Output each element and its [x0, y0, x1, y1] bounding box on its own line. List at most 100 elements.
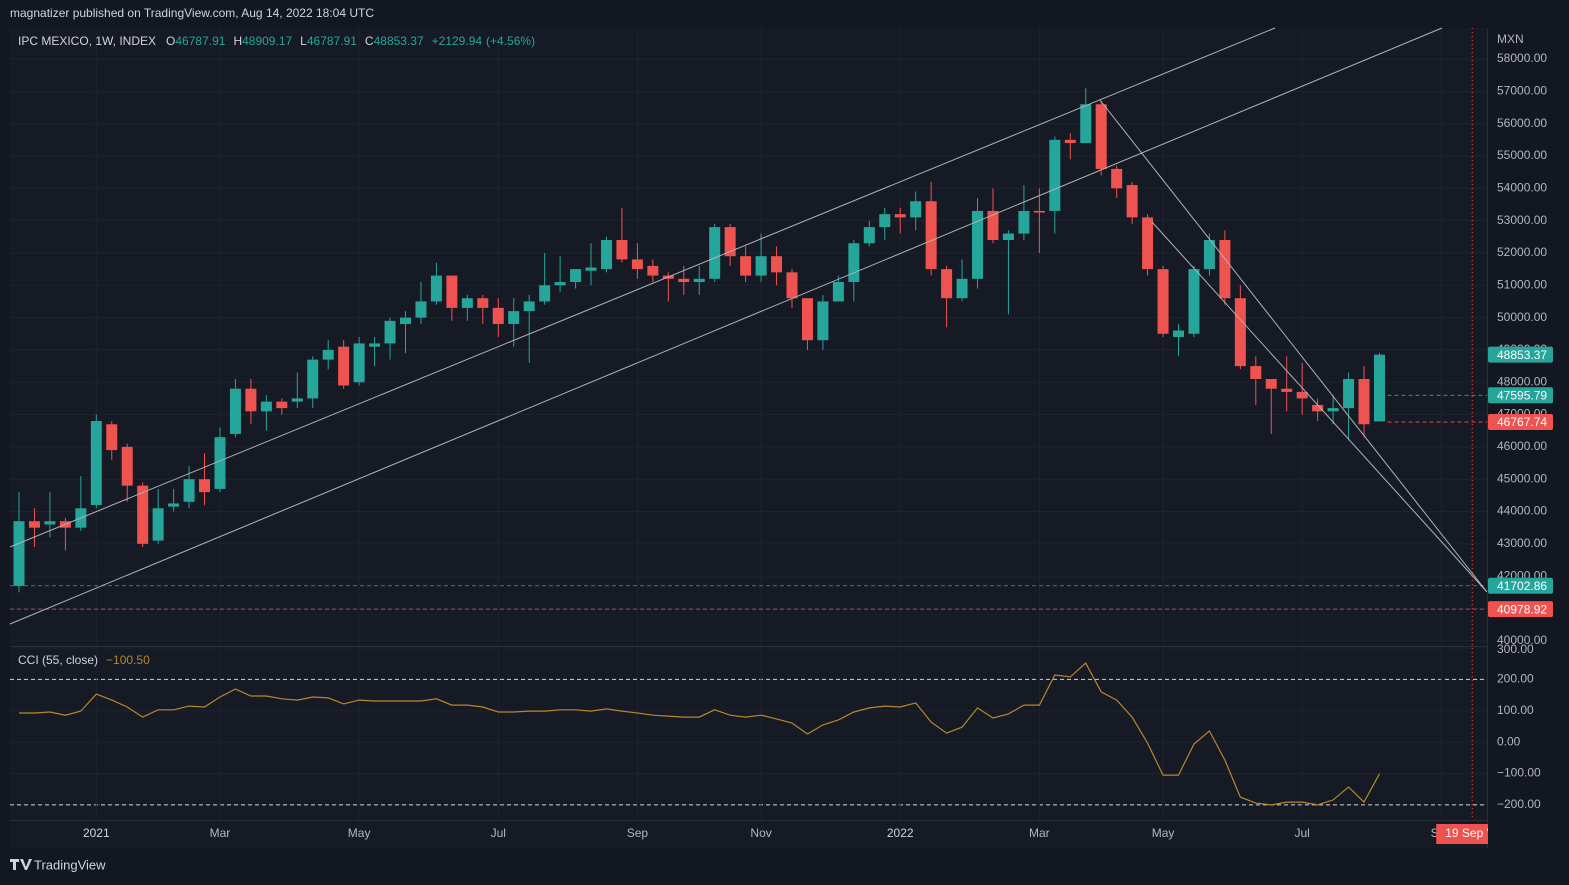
legend-value: 46787.91 — [175, 34, 225, 48]
candle-body — [1002, 233, 1014, 241]
y-tick-label: 40000.00 — [1497, 633, 1547, 647]
candle-body — [400, 317, 411, 325]
y-tick-label: −200.00 — [1497, 797, 1541, 811]
candle-body — [585, 267, 597, 271]
candle-body — [1327, 408, 1339, 412]
candle-body — [1142, 217, 1154, 270]
y-tick-label: 54000.00 — [1497, 180, 1547, 194]
candle-body — [709, 227, 721, 279]
candle-body — [910, 201, 922, 218]
candle-body — [90, 421, 102, 506]
candle-body — [1358, 379, 1370, 425]
candle-body — [956, 278, 968, 299]
legend-value: 46787.91 — [307, 34, 357, 48]
candle-body — [1173, 330, 1184, 337]
cci-line — [19, 662, 1381, 806]
legend-key: H — [233, 34, 242, 48]
candle-body — [863, 227, 875, 244]
candle-body — [229, 388, 241, 434]
x-tick-label: Sep — [627, 826, 649, 840]
candle-body — [941, 269, 953, 299]
legend-key: C — [365, 34, 374, 48]
candle-body — [832, 282, 844, 302]
price-badge — [1488, 601, 1553, 618]
trend-line — [1099, 99, 1488, 593]
legend: IPC MEXICO, 1W, INDEX O46787.91 H48909.17 L… — [18, 34, 535, 48]
candle-body — [693, 278, 705, 283]
candle-body — [1080, 104, 1092, 144]
y-tick-label: 43000.00 — [1497, 536, 1547, 550]
candle-body — [879, 214, 891, 228]
candle-body — [121, 446, 133, 486]
candle-body — [199, 479, 211, 493]
candle-body — [1312, 404, 1324, 412]
x-tick-label: Mar — [1029, 826, 1050, 840]
candle-body — [1049, 139, 1061, 211]
candle-body — [28, 521, 40, 528]
legend-value: 48853.37 — [374, 34, 424, 48]
candle-body — [13, 521, 25, 586]
candle-body — [322, 349, 334, 360]
candle-body — [600, 240, 612, 270]
currency: MXN — [1497, 32, 1524, 46]
candle-body — [1064, 139, 1076, 144]
candle-body — [44, 521, 56, 525]
candle-body — [1373, 354, 1385, 422]
candle-body — [1203, 240, 1215, 270]
candle-body — [508, 311, 520, 325]
candle-body — [214, 437, 226, 489]
candle-body — [492, 307, 504, 325]
price-badge-label: 41702.86 — [1497, 579, 1547, 593]
candle-body — [276, 401, 288, 409]
change: +2129.94 — [432, 34, 483, 48]
candle-body — [740, 256, 752, 276]
x-tick-label: 2022 — [887, 826, 914, 840]
candle-body — [461, 298, 473, 308]
candle-body — [353, 343, 365, 383]
candle-body — [260, 401, 272, 412]
y-tick-label: 57000.00 — [1497, 84, 1547, 98]
cci-title: CCI (55, close) — [18, 653, 98, 667]
candle-body — [1018, 210, 1030, 234]
y-tick-label: 200.00 — [1497, 672, 1534, 686]
cci-value: −100.50 — [106, 653, 150, 667]
candle-body — [369, 343, 381, 347]
candle-body — [338, 346, 350, 386]
price-badge — [1488, 414, 1553, 431]
candle-body — [724, 227, 736, 257]
candle-body — [384, 320, 396, 344]
legend-key: O — [166, 34, 175, 48]
trend-line — [9, 27, 1276, 548]
y-tick-label: 44000.00 — [1497, 504, 1547, 518]
candle-body — [1033, 210, 1045, 213]
candle-body — [647, 265, 659, 276]
y-tick-label: 50000.00 — [1497, 310, 1547, 324]
candle-body — [137, 485, 149, 544]
candle-body — [446, 275, 458, 308]
chart-area — [10, 28, 1487, 848]
price-badge-label: 47595.79 — [1497, 388, 1547, 402]
candle-body — [616, 240, 628, 260]
candle-body — [106, 424, 118, 451]
price-badge-label: 48853.37 — [1497, 348, 1547, 362]
trend-lines — [9, 27, 1488, 625]
y-tick-label: 300.00 — [1497, 642, 1534, 656]
price-badge — [1488, 577, 1553, 594]
candle-body — [1157, 269, 1169, 334]
brand: TradingView — [34, 857, 106, 872]
candle-body — [1234, 298, 1246, 367]
price-badge — [1488, 387, 1553, 404]
publisher: magnatizer published on TradingView.com,… — [10, 6, 374, 20]
y-tick-label: 58000.00 — [1497, 51, 1547, 65]
x-tick-label: 2021 — [83, 826, 110, 840]
change-pct: (+4.56%) — [486, 34, 535, 48]
candle-body — [523, 301, 535, 312]
x-tick-label: Jul — [491, 826, 506, 840]
candle-body — [1219, 240, 1231, 299]
candle-body — [168, 503, 180, 507]
candle-body — [755, 256, 767, 276]
candle-body — [152, 508, 164, 541]
candle-body — [801, 298, 813, 341]
